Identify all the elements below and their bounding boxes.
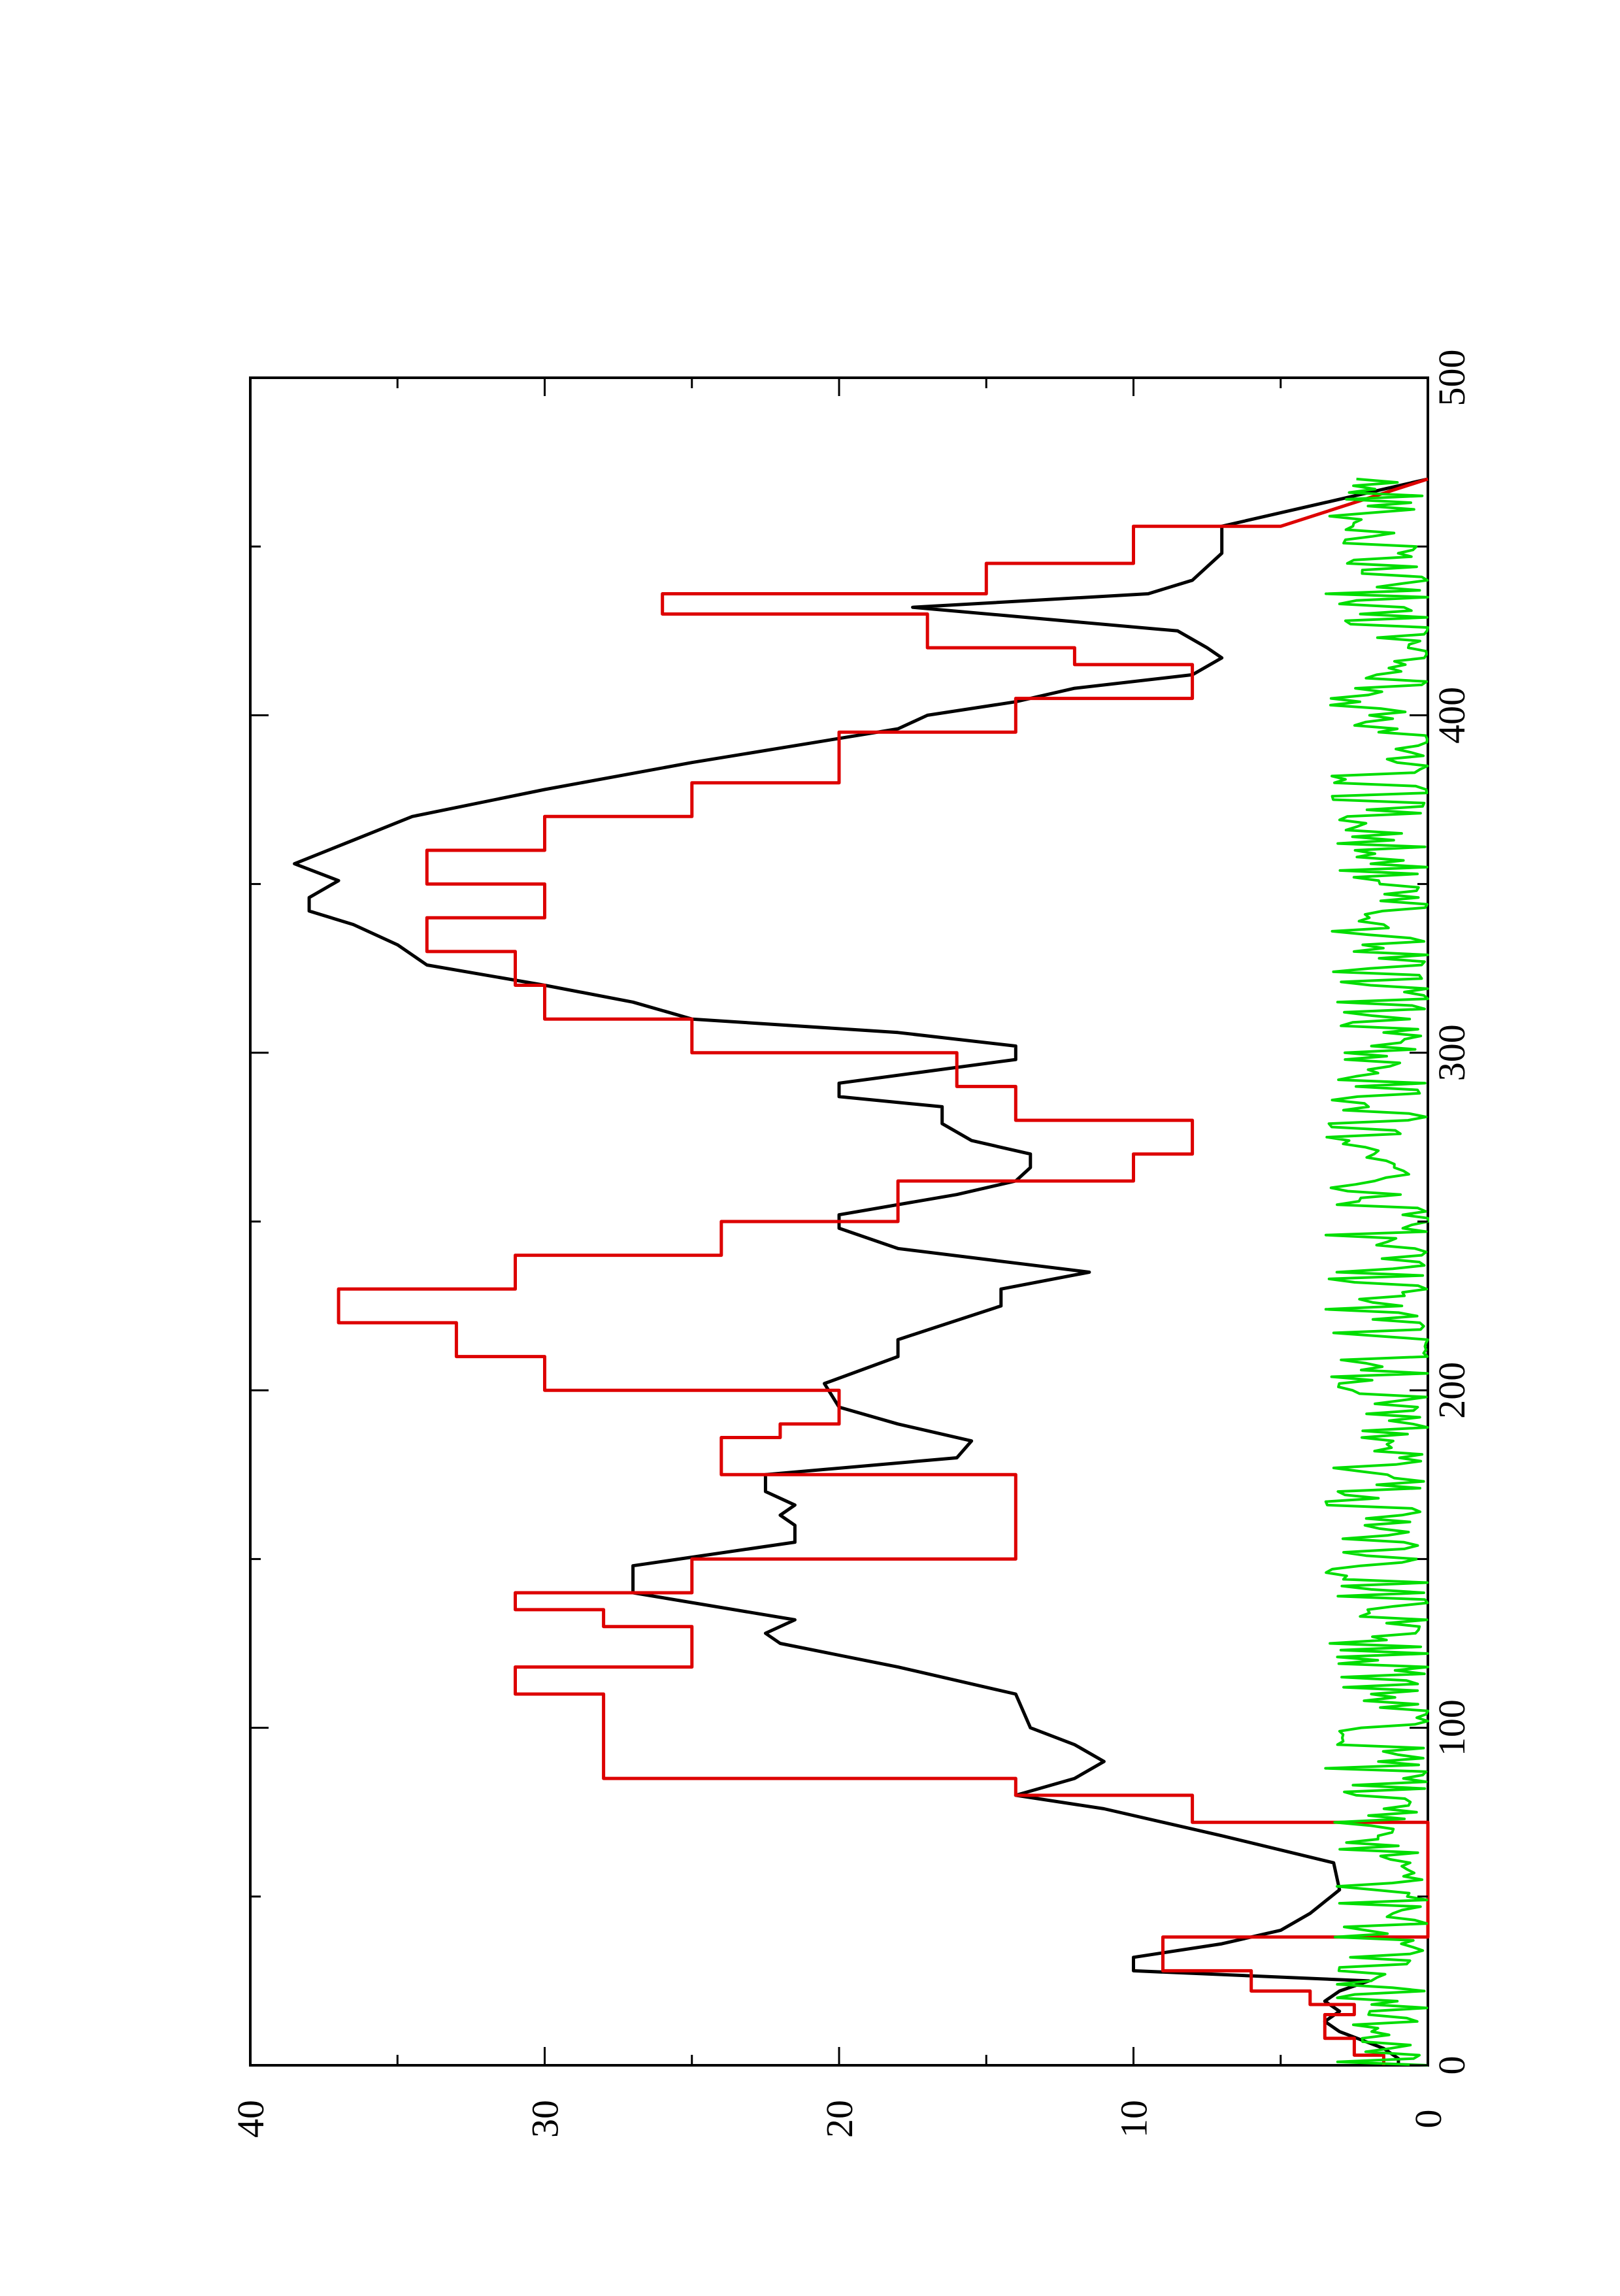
y-tick-label: 0 bbox=[1407, 2110, 1449, 2129]
x-tick-label: 0 bbox=[1430, 2056, 1473, 2075]
x-tick-label: 100 bbox=[1430, 1699, 1473, 1756]
x-tick-label: 500 bbox=[1430, 350, 1473, 407]
y-tick-label: 10 bbox=[1113, 2100, 1155, 2138]
y-tick-label: 20 bbox=[818, 2100, 861, 2138]
x-tick-label: 300 bbox=[1430, 1024, 1473, 1081]
x-tick-label: 200 bbox=[1430, 1362, 1473, 1419]
series-line-green bbox=[1324, 477, 1429, 2067]
y-tick-label: 30 bbox=[524, 2100, 567, 2138]
series-line-black bbox=[293, 477, 1429, 2065]
y-tick-label: 40 bbox=[229, 2100, 272, 2138]
x-tick-label: 400 bbox=[1430, 687, 1473, 744]
series-line-red bbox=[337, 477, 1430, 2065]
